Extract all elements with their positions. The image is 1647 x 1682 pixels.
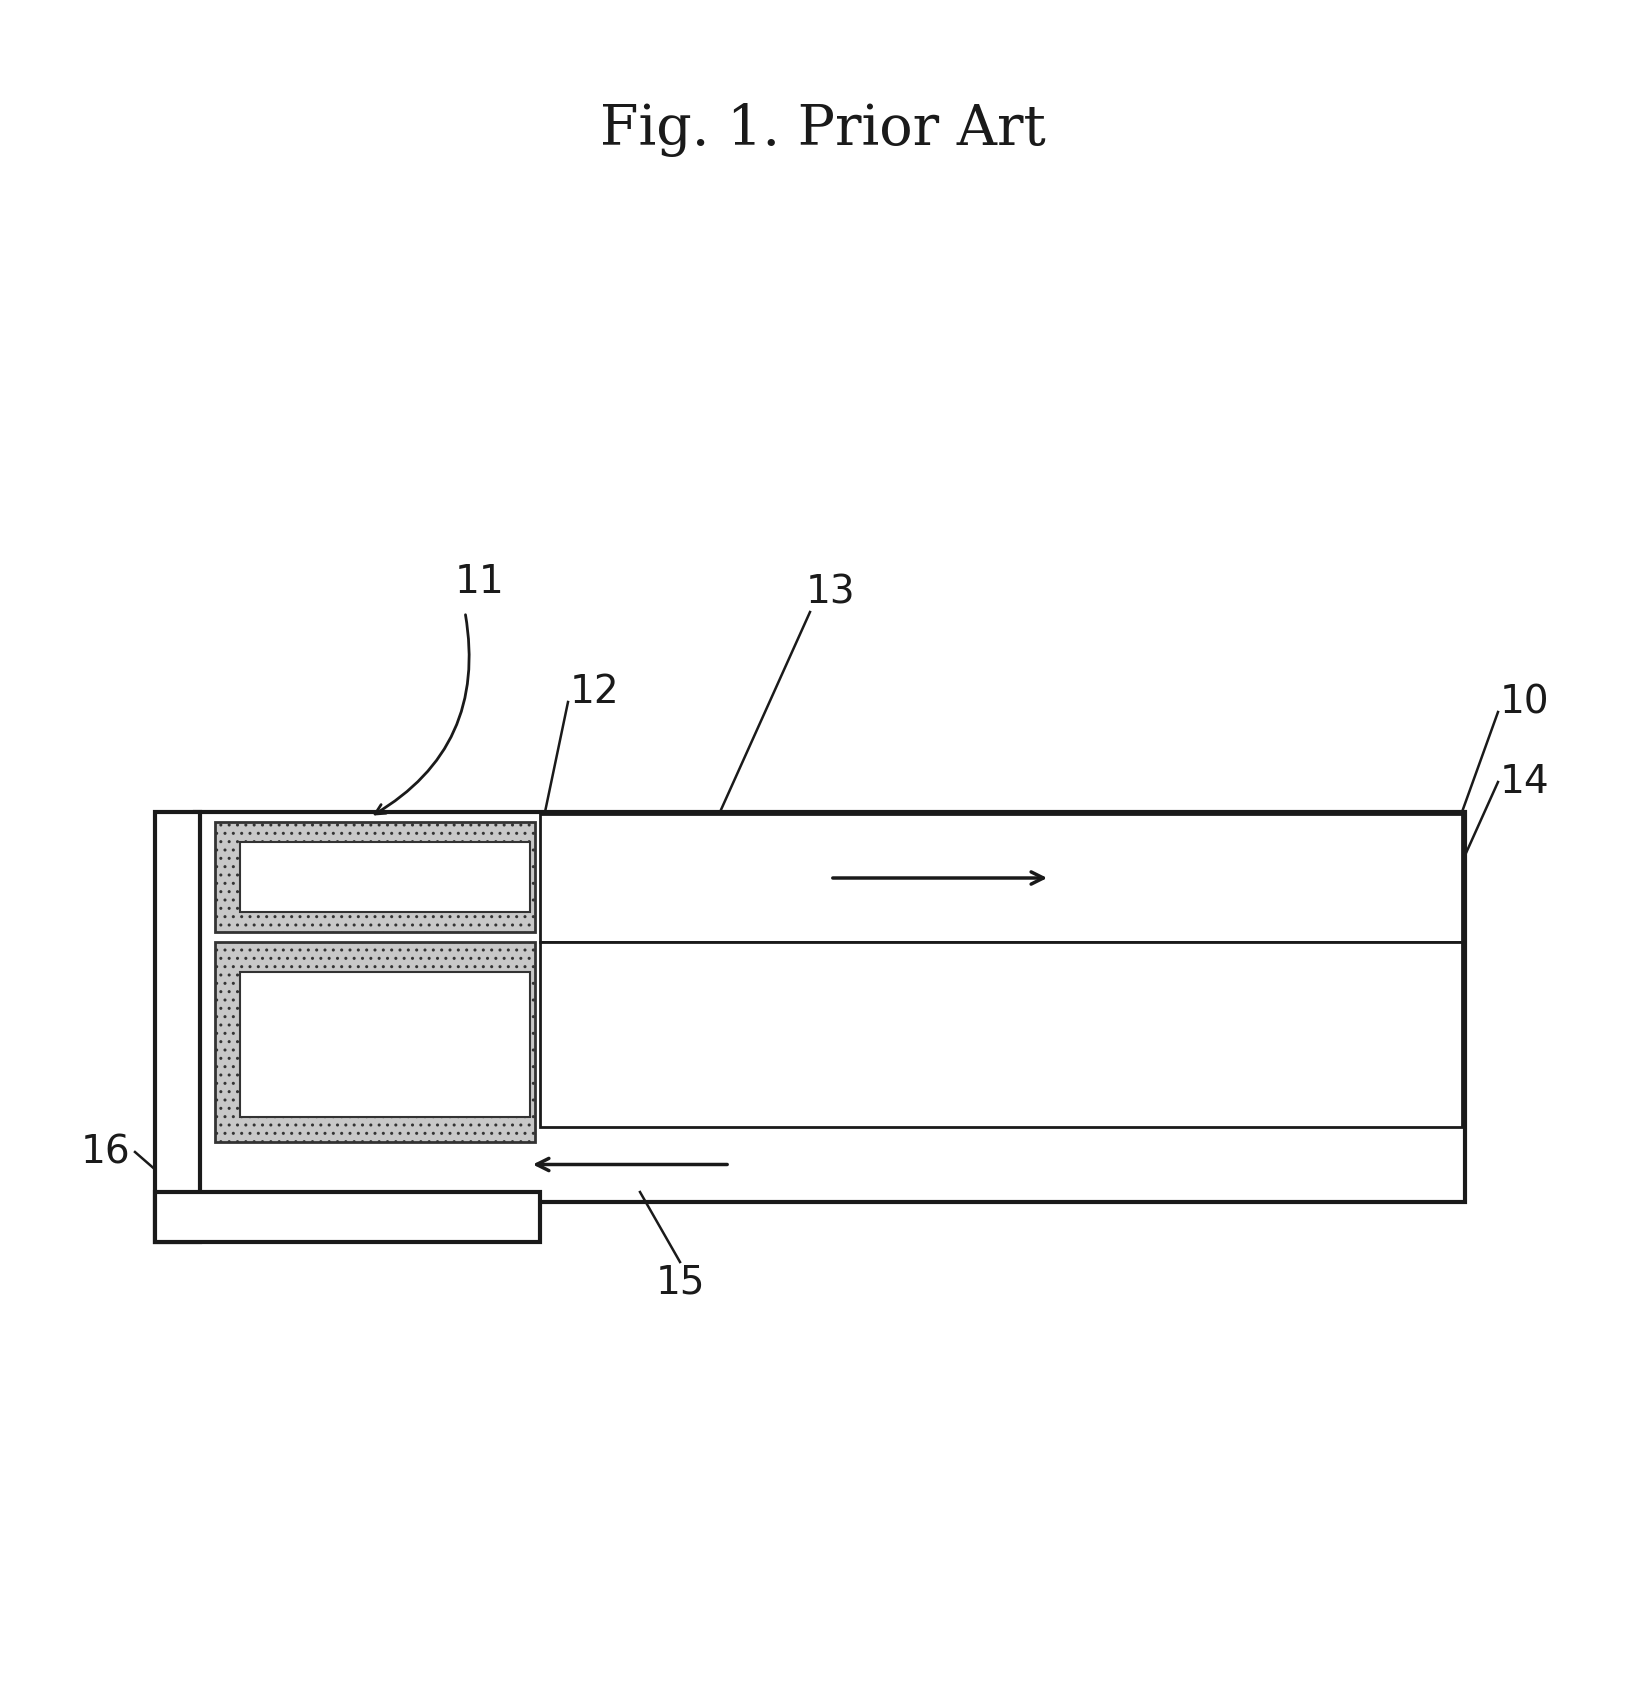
Text: 14: 14 [1500, 764, 1550, 801]
Text: Fig. 1. Prior Art: Fig. 1. Prior Art [600, 103, 1046, 156]
Text: 13: 13 [805, 574, 855, 611]
Bar [194, 812, 1464, 1203]
Text: 16: 16 [81, 1134, 130, 1171]
Bar [155, 1193, 540, 1241]
Text: 15: 15 [656, 1263, 705, 1300]
Bar [216, 942, 535, 1142]
Bar [216, 822, 535, 932]
Bar [540, 942, 1463, 1127]
Bar [155, 812, 199, 1241]
Bar [240, 843, 530, 912]
Bar [240, 972, 530, 1117]
Bar [540, 814, 1463, 942]
Text: 10: 10 [1500, 683, 1550, 722]
Text: 12: 12 [570, 673, 619, 711]
Text: 11: 11 [455, 563, 506, 600]
